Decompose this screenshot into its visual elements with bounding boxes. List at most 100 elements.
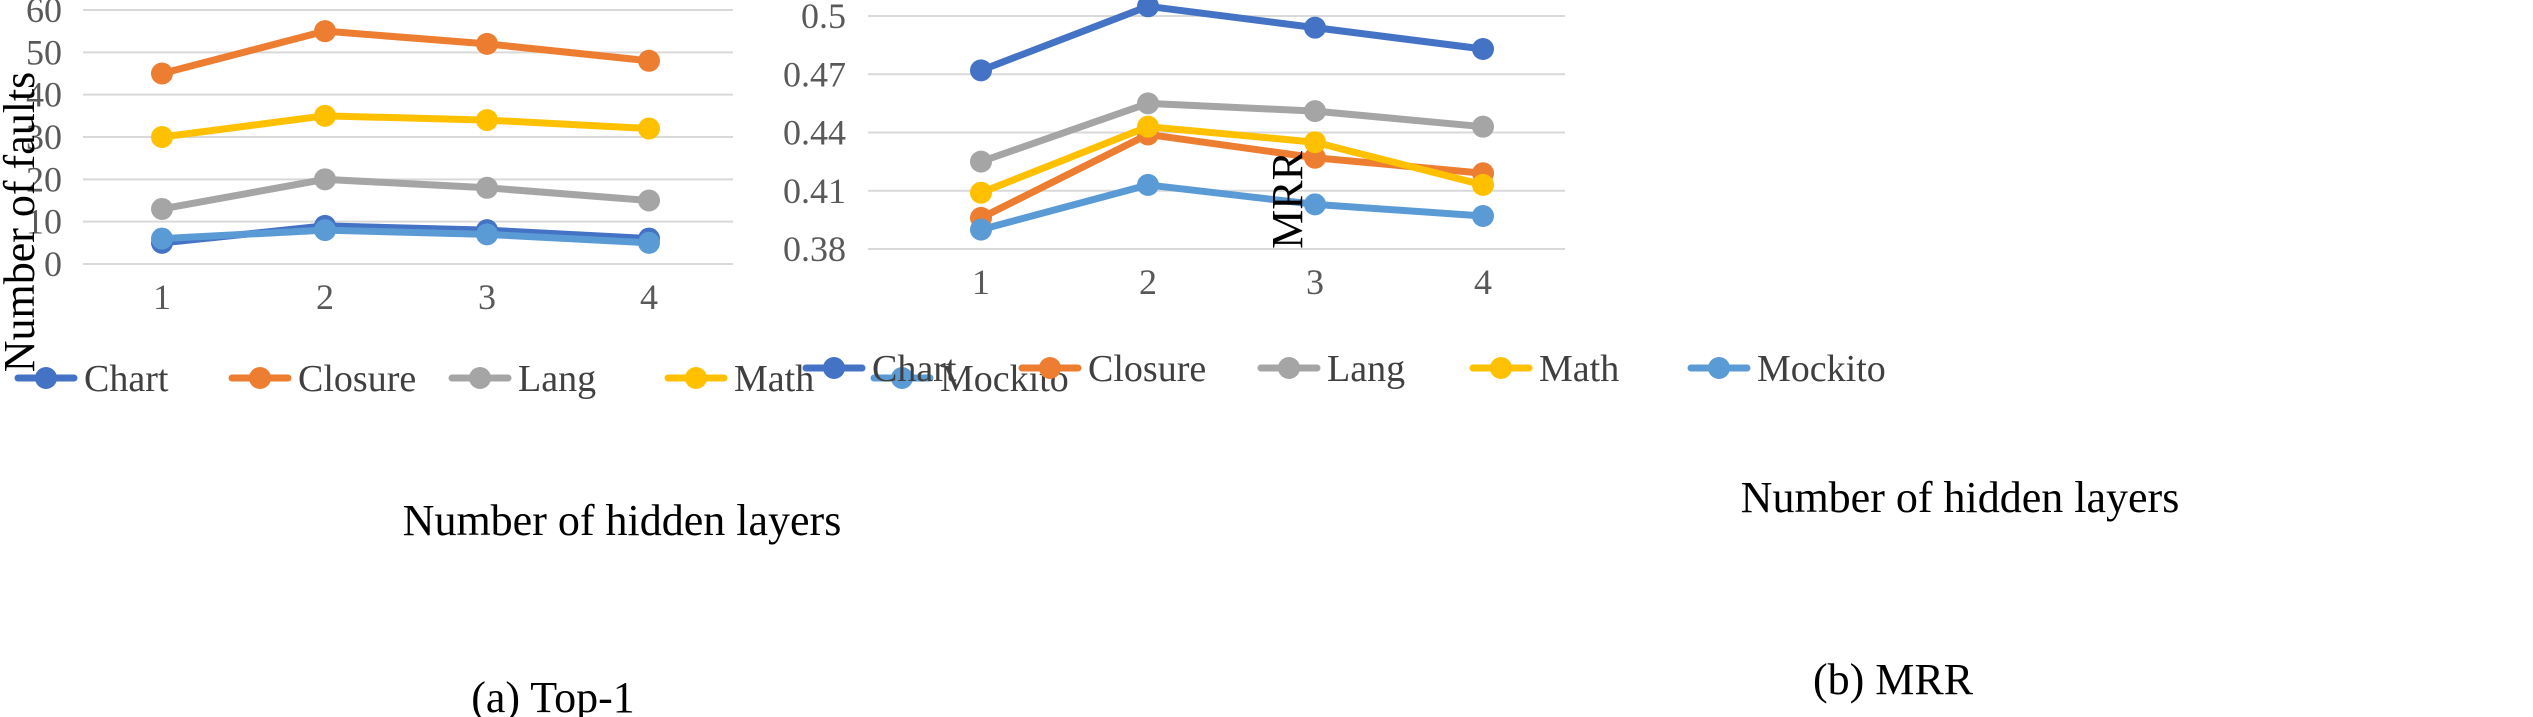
mrr-x-tick-label: 1 bbox=[972, 262, 990, 302]
mrr-legend-item-mockito: Mockito bbox=[1687, 348, 1886, 390]
top1-point-mockito bbox=[476, 223, 498, 246]
mrr-point-math bbox=[1137, 115, 1159, 138]
top1-series-line-lang bbox=[158, 175, 653, 213]
top1-gridlines bbox=[83, 9, 733, 265]
mrr-y-tick-label: 0.47 bbox=[783, 54, 846, 94]
legend-marker-icon bbox=[1490, 357, 1512, 379]
top1-point-closure bbox=[314, 20, 336, 43]
mrr-x-tick-label: 3 bbox=[1306, 262, 1324, 302]
mrr-point-math bbox=[970, 181, 992, 204]
mrr-point-chart bbox=[1472, 38, 1494, 61]
mrr-legend-item-chart: Chart bbox=[802, 348, 957, 390]
top1-point-lang bbox=[476, 176, 498, 199]
top1-caption: (a) Top-1 bbox=[471, 673, 635, 717]
top1-point-math bbox=[638, 117, 660, 140]
mrr-x-tick-label: 4 bbox=[1474, 262, 1492, 302]
mrr-point-lang bbox=[1137, 92, 1159, 115]
chart-mrr: 0.38 0.41 0.44 0.47 0.5 1 2 3 4 MRR Number of h… bbox=[783, 0, 2179, 704]
mrr-legend: Chart Closure Lang Math Mockito bbox=[802, 348, 1886, 390]
mrr-y-tick-label: 0.5 bbox=[801, 0, 846, 36]
mrr-point-math bbox=[1472, 173, 1494, 196]
top1-point-mockito bbox=[151, 227, 173, 250]
mrr-legend-item-lang: Lang bbox=[1257, 348, 1405, 390]
top1-x-tick-label: 2 bbox=[316, 277, 334, 317]
legend-marker-icon bbox=[891, 367, 913, 389]
top1-point-closure bbox=[151, 62, 173, 85]
top1-point-lang bbox=[638, 189, 660, 212]
top1-point-closure bbox=[638, 49, 660, 72]
top1-x-tick-label: 1 bbox=[153, 277, 171, 317]
top1-point-math bbox=[314, 104, 336, 127]
mrr-series-line-closure bbox=[977, 130, 1487, 222]
mrr-point-math bbox=[1304, 131, 1326, 154]
mrr-legend-item-math: Math bbox=[1469, 348, 1619, 390]
top1-y-tick-label: 30 bbox=[26, 117, 62, 157]
mrr-point-mockito bbox=[1472, 204, 1494, 227]
mrr-point-mockito bbox=[1137, 173, 1159, 196]
mrr-series-line-lang bbox=[977, 99, 1487, 166]
top1-series bbox=[151, 20, 660, 254]
mrr-series-line-chart bbox=[977, 2, 1487, 74]
mrr-series-line-mockito bbox=[977, 181, 1487, 234]
top1-point-closure bbox=[476, 32, 498, 55]
legend-label: Lang bbox=[518, 358, 596, 400]
top1-x-tick-labels: 1 2 3 4 bbox=[153, 277, 658, 317]
legend-label: Lang bbox=[1327, 348, 1405, 390]
mrr-point-mockito bbox=[970, 218, 992, 241]
mrr-y-tick-labels: 0.38 0.41 0.44 0.47 0.5 bbox=[783, 0, 846, 269]
legend-label: Closure bbox=[1088, 348, 1206, 390]
mrr-y-axis-label: MRR bbox=[1263, 150, 1312, 248]
mrr-point-lang bbox=[1304, 100, 1326, 123]
top1-point-mockito bbox=[638, 231, 660, 254]
top1-legend-item-closure: Closure bbox=[228, 358, 416, 400]
legend-marker-icon bbox=[249, 367, 271, 389]
legend-marker-icon bbox=[685, 367, 707, 389]
legend-label: Chart bbox=[84, 358, 169, 400]
top1-series-line-mockito bbox=[158, 226, 653, 247]
legend-marker-icon bbox=[823, 357, 845, 379]
mrr-y-tick-label: 0.44 bbox=[783, 113, 846, 153]
legend-marker-icon bbox=[469, 367, 491, 389]
legend-label: Chart bbox=[872, 348, 957, 390]
mrr-point-chart bbox=[1137, 0, 1159, 18]
legend-marker-icon bbox=[35, 367, 57, 389]
legend-marker-icon bbox=[1278, 357, 1300, 379]
top1-y-tick-label: 0 bbox=[44, 244, 62, 284]
legend-marker-icon bbox=[1708, 357, 1730, 379]
mrr-legend-item-closure: Closure bbox=[1018, 348, 1206, 390]
legend-label: Mockito bbox=[1757, 348, 1886, 390]
top1-series-line-closure bbox=[158, 27, 653, 77]
top1-y-tick-label: 50 bbox=[26, 32, 62, 72]
top1-legend-item-lang: Lang bbox=[448, 358, 596, 400]
top1-legend-item-mockito: Mockito bbox=[870, 358, 1069, 400]
mrr-point-mockito bbox=[1304, 193, 1326, 216]
top1-point-mockito bbox=[314, 219, 336, 242]
top1-point-math bbox=[151, 126, 173, 148]
top1-y-tick-label: 20 bbox=[26, 159, 62, 199]
mrr-x-tick-labels: 1 2 3 4 bbox=[972, 262, 1492, 302]
legend-label: Closure bbox=[298, 358, 416, 400]
mrr-y-tick-label: 0.38 bbox=[783, 229, 846, 269]
mrr-series bbox=[970, 0, 1494, 241]
top1-x-axis-label: Number of hidden layers bbox=[403, 496, 842, 545]
mrr-point-chart bbox=[1304, 16, 1326, 39]
top1-legend-item-chart: Chart bbox=[14, 358, 169, 400]
legend-label: Math bbox=[1539, 348, 1619, 390]
top1-y-tick-label: 10 bbox=[26, 202, 62, 242]
mrr-x-tick-label: 2 bbox=[1139, 262, 1157, 302]
top1-y-tick-label: 60 bbox=[26, 0, 62, 30]
mrr-series-line-math bbox=[977, 123, 1487, 197]
top1-x-tick-label: 4 bbox=[640, 277, 658, 317]
top1-point-math bbox=[476, 109, 498, 132]
top1-y-tick-label: 40 bbox=[26, 75, 62, 115]
top1-point-lang bbox=[314, 168, 336, 191]
mrr-caption: (b) MRR bbox=[1813, 655, 1974, 704]
mrr-y-tick-label: 0.41 bbox=[783, 171, 846, 211]
mrr-point-lang bbox=[1472, 115, 1494, 138]
top1-series-line-math bbox=[158, 112, 653, 141]
top1-x-tick-label: 3 bbox=[478, 277, 496, 317]
legend-marker-icon bbox=[1039, 357, 1061, 379]
